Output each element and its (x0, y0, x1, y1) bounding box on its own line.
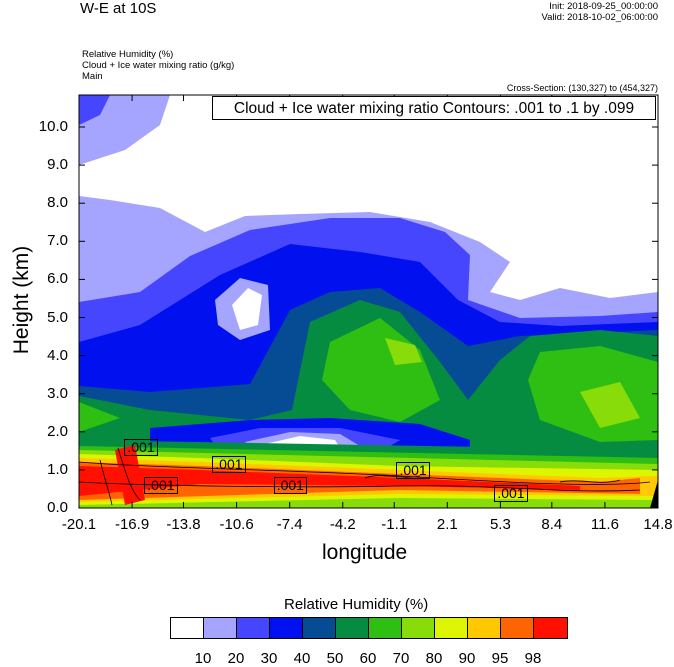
colorbar-swatch (501, 618, 534, 638)
x-tick-label: -7.4 (276, 516, 303, 533)
colorbar (170, 617, 568, 639)
rh-30-40-topleft (79, 95, 110, 125)
x-tick-label: -10.6 (219, 516, 254, 533)
x-tick-label: -20.1 (61, 516, 97, 533)
qcloud-contour (364, 475, 621, 483)
y-tick-label: 10.0 (38, 118, 68, 135)
qcloud-contour (79, 481, 641, 492)
colorbar-label: 40 (293, 650, 311, 667)
y-tick-label: 9.0 (47, 156, 68, 174)
field-qcloud: Cloud + Ice water mixing ratio (g/kg) (82, 60, 235, 71)
y-tick-label: 0.0 (47, 499, 68, 516)
x-tick-label: -13.8 (166, 516, 201, 533)
colorbar-label: 10 (194, 650, 212, 667)
rh-above-98-bl (79, 466, 580, 496)
colorbar-swatch (435, 618, 468, 638)
rh-filled-contours (79, 95, 658, 508)
colorbar-swatch (270, 618, 303, 638)
y-tick-label: 1.0 (47, 460, 68, 478)
y-tick-label: 5.0 (47, 308, 68, 326)
cross-section-label: Cross-Section: (130,327) to (454,327) (506, 83, 658, 93)
colorbar-swatch (468, 618, 501, 638)
colorbar-swatch (369, 618, 402, 638)
init-valid-times: Init: 2018-09-25_00:00:00 Valid: 2018-10… (541, 1, 658, 23)
qcloud-contour-lines (79, 447, 651, 506)
init-time: Init: 2018-09-25_00:00:00 (549, 1, 658, 12)
colorbar-label: 70 (392, 650, 410, 667)
y-tick-label: 2.0 (47, 422, 68, 440)
contour-info-box: Cloud + Ice water mixing ratio Contours:… (212, 96, 656, 120)
x-tick-label: 2.1 (436, 516, 458, 533)
colorbar-label: 50 (326, 650, 344, 667)
x-tick-label: 11.6 (590, 516, 619, 533)
x-tick-label: 5.3 (489, 516, 511, 533)
y-tick-label: 6.0 (47, 270, 68, 288)
colorbar-label: 60 (359, 650, 377, 667)
colorbar-swatch (336, 618, 369, 638)
colorbar-swatch (402, 618, 435, 638)
qcloud-contour (99, 447, 141, 506)
colorbar-swatch (303, 618, 336, 638)
qcloud-contour (79, 461, 651, 485)
rh-80-90-mid (385, 338, 422, 365)
contour-label: .001 (144, 477, 178, 495)
colorbar-swatch (171, 618, 204, 638)
colorbar-label: 98 (524, 650, 542, 667)
colorbar-label: 20 (227, 650, 245, 667)
y-axis-label: Height (km) (10, 245, 33, 355)
colorbar-swatch (204, 618, 237, 638)
contour-label: .001 (212, 456, 246, 474)
colorbar-swatch (534, 618, 567, 638)
field-rh: Relative Humidity (%) (82, 49, 174, 60)
colorbar-label: 90 (458, 650, 476, 667)
colorbar-title: Relative Humidity (%) (284, 596, 429, 613)
contour-label: .001 (273, 477, 307, 495)
x-tick-label: -1.1 (381, 516, 408, 533)
valid-time: Valid: 2018-10-02_06:00:00 (541, 12, 658, 23)
y-tick-label: 8.0 (47, 194, 68, 212)
y-tick-label: 3.0 (47, 384, 68, 402)
field-domain: Main (82, 71, 103, 82)
colorbar-swatch (237, 618, 270, 638)
rh-70-80-left (79, 402, 120, 432)
contour-label: .001 (124, 439, 158, 457)
colorbar-label: 30 (260, 650, 278, 667)
rh-below-10-upper (79, 95, 658, 300)
field-list: Relative Humidity (%) Cloud + Ice water … (82, 49, 234, 82)
colorbar-label: 95 (491, 650, 509, 667)
axis-ticks (78, 95, 659, 509)
terrain (650, 480, 658, 508)
y-tick-label: 4.0 (47, 346, 68, 364)
y-tick-label: 7.0 (47, 232, 68, 250)
rh-below-10-mid (232, 288, 262, 330)
x-tick-label: -4.2 (329, 516, 356, 533)
contour-label: .001 (494, 484, 528, 502)
rh-80-90-right (580, 382, 640, 428)
contour-label: .001 (396, 461, 430, 479)
plot-frame (78, 94, 659, 509)
colorbar-label: 80 (425, 650, 443, 667)
rh-98-plume-left (115, 445, 145, 505)
x-axis-label: longitude (322, 541, 408, 564)
x-tick-label: 14.8 (643, 516, 673, 533)
x-tick-label: 8.4 (541, 516, 563, 533)
x-tick-label: -16.9 (114, 516, 150, 533)
plot-title: W-E at 10S (80, 0, 157, 17)
